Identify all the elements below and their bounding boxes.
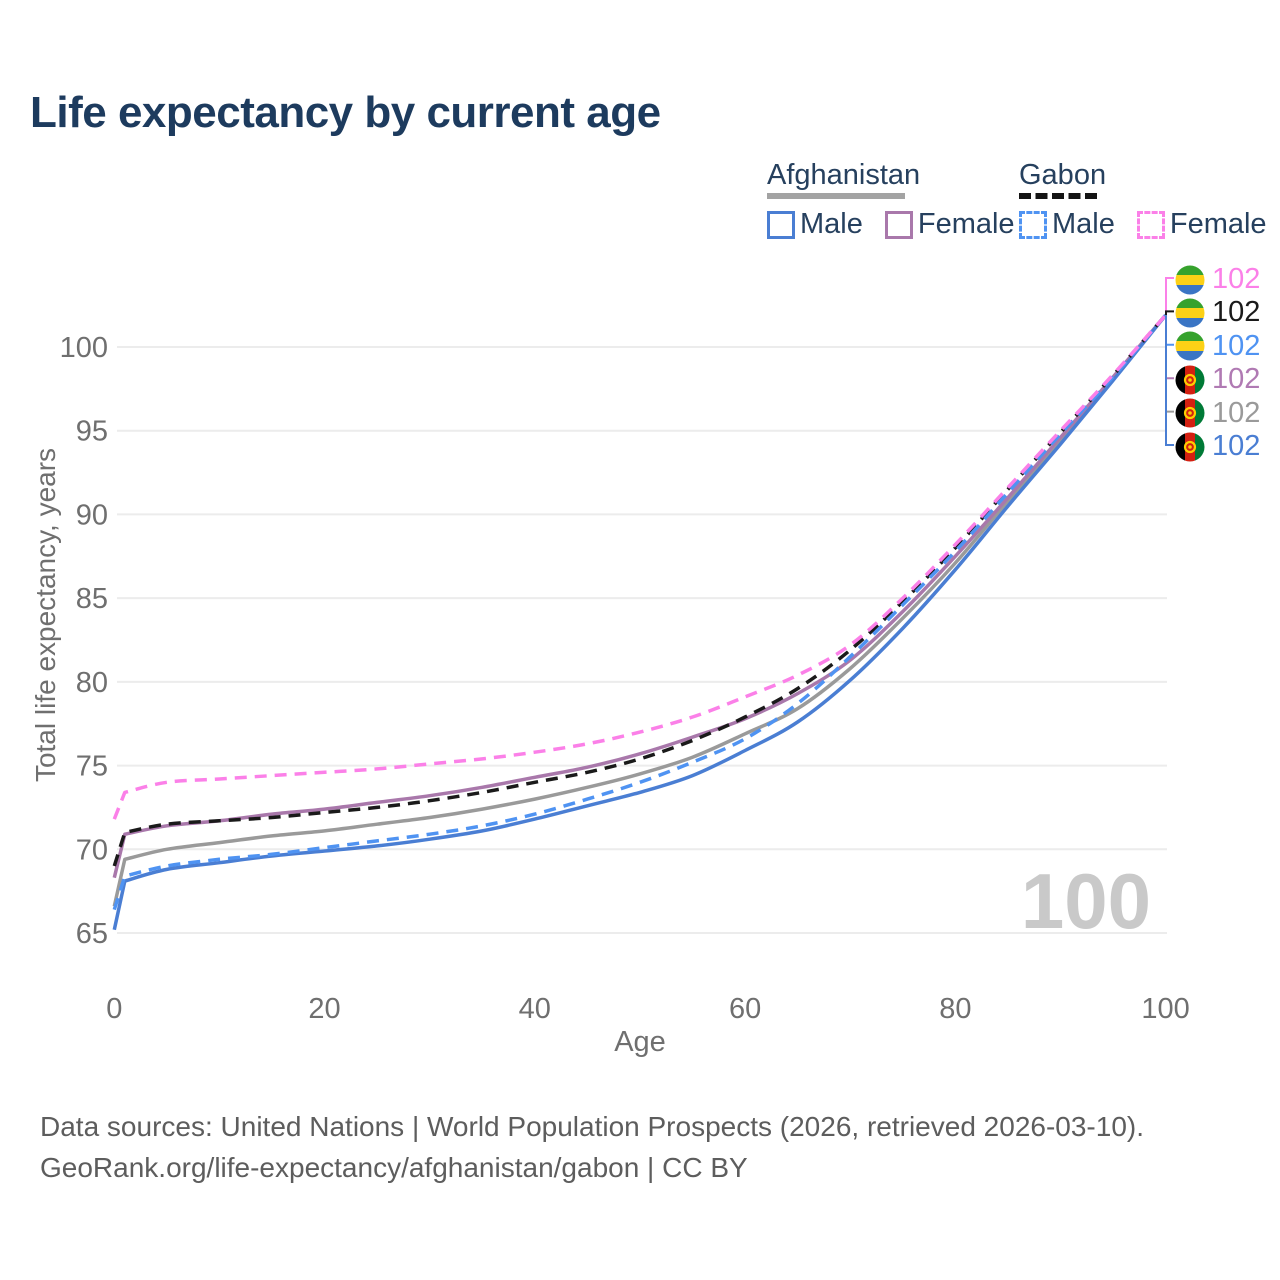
legend-item-label: Male — [800, 208, 863, 240]
x-tick-label: 60 — [729, 993, 761, 1025]
leader-line — [1165, 315, 1174, 413]
legend-group-gabon: Gabon Male Female — [1019, 160, 1280, 241]
y-tick-label: 95 — [76, 416, 108, 448]
attribution-text: GeoRank.org/life-expectancy/afghanistan/… — [40, 1152, 748, 1183]
y-tick-label: 70 — [76, 834, 108, 866]
legend-swatch-afghanistan-male — [767, 210, 795, 239]
leader-line — [1165, 310, 1174, 316]
legend-item-label: Male — [1052, 208, 1115, 240]
series-line-gabon-female[interactable] — [112, 314, 1167, 820]
y-tick-label: 85 — [76, 583, 108, 615]
age-counter-watermark: 100 — [1020, 857, 1152, 945]
legend-item-gabon-male[interactable]: Male — [1019, 208, 1115, 241]
legend-country-gabon[interactable]: Gabon — [1019, 160, 1280, 199]
y-tick-label: 75 — [76, 751, 108, 783]
leader-line — [1165, 277, 1174, 316]
series-line-gabon-male[interactable] — [112, 314, 1167, 911]
legend-country-afghanistan[interactable]: Afghanistan — [767, 160, 1037, 199]
data-sources-text: Data sources: United Nations | World Pop… — [40, 1111, 1145, 1142]
legend-country-label: Gabon — [1019, 159, 1107, 191]
leader-line — [1165, 315, 1174, 380]
legend-swatch-gabon-female — [1136, 210, 1165, 239]
legend-swatch-afghanistan-female — [884, 210, 913, 239]
x-tick-label: 20 — [308, 993, 340, 1025]
legend-item-label: Female — [917, 208, 1015, 240]
legend-underline-gabon — [1019, 193, 1097, 199]
series-line-afghanistan-male[interactable] — [112, 314, 1167, 931]
leader-line — [1165, 315, 1174, 346]
legend-item-afghanistan-female[interactable]: Female — [884, 208, 1015, 241]
legend-swatch-gabon-male — [1019, 210, 1047, 239]
series-line-afghanistan-total[interactable] — [112, 314, 1167, 907]
footer: Data sources: United Nations | World Pop… — [40, 1106, 1144, 1188]
x-tick-label: 40 — [519, 993, 551, 1025]
x-tick-label: 100 — [1141, 993, 1189, 1025]
legend-group-afghanistan: Afghanistan Male Female — [767, 160, 1037, 241]
legend-item-label: Female — [1169, 208, 1267, 240]
x-axis-title: Age — [614, 1026, 666, 1058]
y-tick-label: 80 — [76, 667, 108, 699]
x-tick-label: 80 — [939, 993, 971, 1025]
y-tick-label: 65 — [76, 918, 108, 950]
series-line-gabon-total[interactable] — [112, 314, 1167, 867]
leader-line — [1165, 315, 1174, 446]
y-tick-label: 100 — [60, 332, 108, 364]
x-tick-label: 0 — [106, 993, 122, 1025]
legend-item-gabon-female[interactable]: Female — [1136, 208, 1267, 241]
series-line-afghanistan-female[interactable] — [112, 314, 1167, 879]
legend-underline-afghanistan — [767, 193, 905, 199]
y-tick-label: 90 — [76, 499, 108, 531]
legend-country-label: Afghanistan — [767, 159, 921, 191]
legend-item-afghanistan-male[interactable]: Male — [767, 208, 863, 241]
chart-title: Life expectancy by current age — [30, 88, 661, 137]
